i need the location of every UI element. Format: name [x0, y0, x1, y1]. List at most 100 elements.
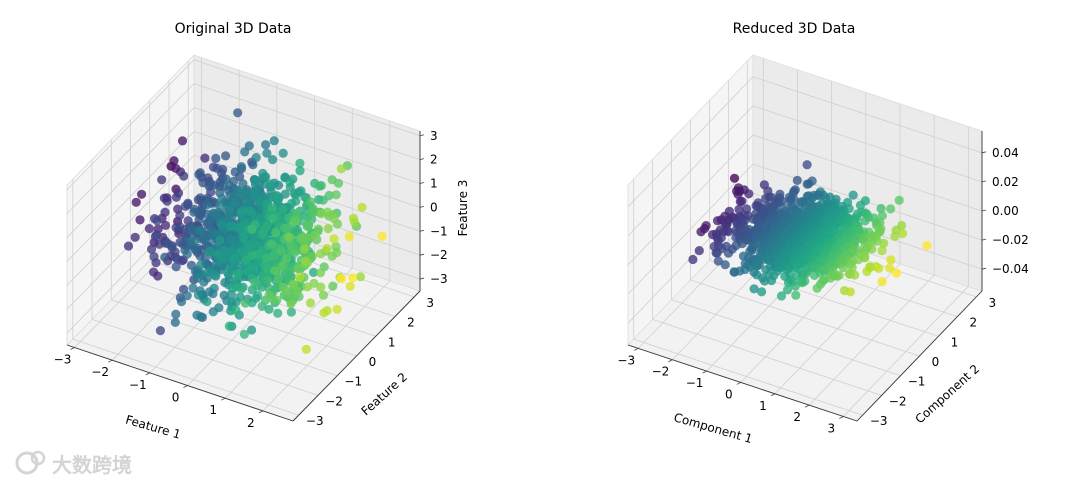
scatter-point: [212, 163, 222, 173]
scatter-point: [194, 169, 204, 180]
scatter-point: [224, 185, 234, 195]
scatter-point: [249, 186, 260, 196]
y-axis-label: Component 2: [912, 362, 982, 427]
scatter-point: [273, 274, 283, 284]
scatter-point: [208, 307, 218, 317]
scatter-point: [712, 216, 723, 226]
scatter-point: [268, 214, 278, 224]
scatter-point: [195, 225, 205, 236]
scatter-point: [874, 263, 884, 273]
scatter-point: [270, 266, 280, 276]
scatter-point: [147, 244, 157, 254]
scatter-point: [162, 196, 172, 206]
scatter-point: [848, 190, 858, 200]
scatter-point: [357, 202, 367, 212]
scatter-point: [289, 188, 299, 198]
z-tick-mark: [981, 209, 987, 212]
scatter-point: [721, 219, 732, 229]
y-tick-label: 2: [970, 316, 978, 330]
x-tick-label: −3: [54, 353, 72, 367]
scatter-point: [155, 326, 165, 336]
grid-line: [627, 76, 754, 208]
z-tick-label: −2: [430, 248, 448, 262]
x-tick-label: 0: [172, 391, 180, 405]
scatter-point: [189, 207, 199, 217]
scatter-point: [241, 255, 251, 265]
scatter-point: [243, 196, 253, 206]
scatter-point: [316, 209, 326, 219]
x-tick-mark: [70, 347, 75, 350]
scatter-point: [791, 290, 801, 300]
scatter-point: [713, 256, 723, 266]
scatter-point: [277, 261, 287, 271]
x-axis-label: Component 1: [672, 410, 754, 446]
z-tick-mark: [981, 180, 987, 183]
z-tick-label: 0: [430, 200, 438, 214]
scatter-point: [845, 287, 855, 297]
scatter-point: [297, 233, 307, 243]
scatter-point: [251, 153, 261, 163]
y-tick-label: 3: [426, 296, 434, 310]
scatter-point: [876, 203, 886, 214]
z-tick-label: −0.02: [992, 233, 1029, 247]
scatter-point: [850, 270, 860, 280]
scatter-point: [308, 267, 319, 277]
scatter-point: [355, 272, 366, 282]
grid-line: [66, 155, 195, 286]
grid-line: [91, 319, 319, 396]
scatter-point: [232, 282, 242, 292]
z-tick-label: −3: [430, 272, 448, 286]
scatter-point: [237, 247, 247, 257]
scatter-point: [202, 296, 212, 307]
scatter-point: [344, 232, 354, 242]
grid-line: [752, 105, 983, 183]
watermark-text: 大数跨境: [52, 453, 132, 477]
scatter-point: [299, 244, 309, 254]
chart-title: Original 3D Data: [175, 21, 292, 37]
scatter-point: [202, 200, 212, 210]
scatter-point: [230, 167, 240, 177]
grid-line: [633, 338, 863, 416]
scatter-point: [300, 256, 310, 266]
scatter-point: [783, 277, 794, 288]
scatter-point: [160, 207, 170, 217]
scatter-point: [276, 246, 286, 256]
scatter-point: [171, 262, 181, 272]
scatter-point: [171, 252, 181, 262]
z-tick-mark: [419, 134, 425, 137]
scatter-point: [239, 188, 249, 198]
scatter-point: [757, 287, 767, 297]
grid-line: [193, 59, 421, 137]
scatter-point: [212, 249, 223, 259]
scatter-point: [723, 248, 734, 258]
grid-line: [671, 299, 901, 377]
scatter-point: [688, 254, 698, 265]
scatter-point: [855, 200, 866, 210]
y-tick-label: 2: [407, 316, 415, 330]
scatter-point: [226, 234, 236, 244]
scatter-point: [197, 206, 207, 216]
x-tick-mark: [634, 348, 639, 351]
x-tick-mark: [736, 382, 741, 385]
z-tick-mark: [419, 229, 425, 232]
scatter-point: [210, 270, 220, 280]
scatter-point: [922, 240, 932, 251]
scatter-point: [261, 253, 271, 263]
grid-line: [66, 59, 195, 191]
scatter-point: [336, 274, 347, 284]
scatter-point: [348, 213, 359, 223]
x-tick-mark: [668, 359, 673, 363]
scatter-point: [261, 172, 271, 182]
scatter-point: [879, 238, 889, 248]
scatter-point: [323, 224, 333, 234]
axis-line: [66, 344, 294, 422]
scatter-point: [310, 230, 320, 240]
x-axis-label: Feature 1: [124, 413, 182, 442]
scatter-point: [273, 308, 283, 318]
scatter-point: [279, 223, 289, 233]
scatter-point: [328, 281, 338, 291]
scatter-point: [264, 290, 274, 300]
scatter-point: [885, 263, 895, 273]
x-tick-label: 3: [828, 421, 836, 435]
scatter-points: [688, 160, 932, 301]
